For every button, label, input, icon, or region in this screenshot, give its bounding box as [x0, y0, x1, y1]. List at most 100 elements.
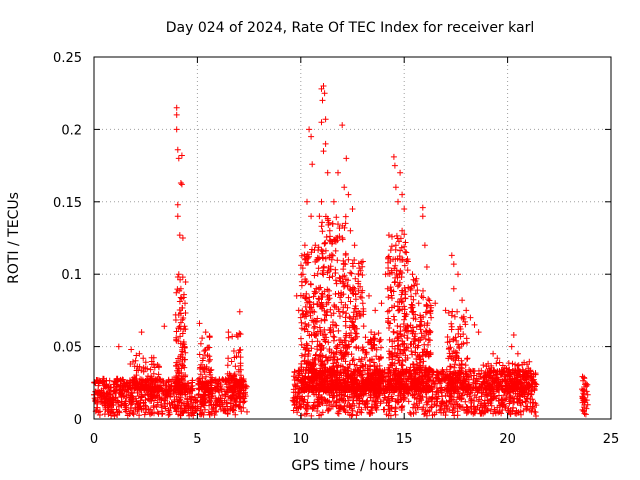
- data-point: [359, 362, 365, 369]
- data-point: [494, 355, 501, 362]
- data-point: [200, 383, 207, 390]
- data-point: [224, 387, 231, 393]
- data-point: [395, 198, 401, 205]
- data-point: [355, 271, 362, 278]
- data-point: [299, 271, 306, 278]
- data-point: [407, 322, 414, 329]
- data-point: [413, 371, 419, 378]
- data-point: [471, 392, 478, 399]
- data-point: [313, 351, 320, 358]
- data-point: [512, 410, 519, 417]
- data-point: [467, 314, 474, 321]
- data-point: [295, 307, 302, 314]
- data-point: [371, 331, 378, 338]
- data-point: [330, 333, 337, 340]
- data-point: [192, 407, 199, 414]
- data-point: [459, 297, 466, 304]
- data-point: [349, 400, 356, 407]
- data-point: [515, 362, 522, 369]
- x-tick-label: 0: [90, 432, 98, 447]
- data-point: [392, 398, 399, 405]
- data-point: [444, 334, 451, 340]
- data-point: [486, 374, 493, 381]
- data-point: [322, 140, 329, 147]
- data-point: [338, 289, 345, 296]
- data-point: [495, 409, 502, 416]
- data-point: [310, 325, 317, 331]
- data-point: [357, 386, 364, 393]
- data-point: [219, 403, 226, 410]
- data-point: [181, 343, 188, 350]
- data-point: [334, 342, 341, 349]
- data-point: [382, 271, 389, 278]
- data-point: [173, 383, 180, 390]
- data-point: [302, 320, 309, 327]
- data-point: [207, 371, 214, 378]
- data-point: [318, 299, 325, 306]
- data-point: [181, 387, 188, 393]
- data-point: [341, 337, 348, 344]
- data-point: [451, 401, 458, 408]
- data-point: [333, 214, 340, 221]
- data-point: [175, 271, 182, 278]
- data-point: [392, 184, 399, 191]
- data-point: [474, 378, 481, 385]
- data-point: [455, 373, 462, 380]
- data-point: [391, 265, 398, 272]
- data-point: [341, 184, 348, 191]
- data-point: [319, 254, 326, 261]
- data-point: [333, 349, 340, 356]
- data-point: [386, 336, 393, 343]
- data-point: [514, 374, 521, 381]
- data-point: [154, 362, 161, 368]
- data-point: [323, 371, 330, 378]
- data-point: [393, 232, 400, 239]
- data-point: [450, 404, 457, 411]
- data-point: [236, 347, 243, 354]
- data-point: [467, 396, 474, 402]
- data-point: [497, 371, 504, 378]
- data-point: [366, 370, 373, 377]
- data-point: [412, 311, 419, 318]
- data-point: [405, 345, 411, 351]
- data-point: [119, 376, 126, 383]
- data-point: [142, 359, 149, 366]
- data-point: [311, 272, 318, 279]
- data-point: [340, 266, 347, 273]
- data-point: [336, 274, 343, 281]
- data-point: [206, 411, 213, 418]
- data-point: [350, 263, 356, 270]
- data-point: [402, 368, 409, 375]
- data-point: [309, 363, 316, 370]
- data-point: [411, 282, 417, 289]
- data-point: [198, 410, 205, 417]
- data-point: [216, 376, 223, 383]
- data-point: [293, 383, 300, 390]
- data-point: [339, 234, 346, 241]
- data-point: [330, 398, 337, 405]
- data-point: [322, 397, 329, 404]
- data-point: [123, 408, 129, 415]
- data-point: [242, 393, 249, 400]
- data-point: [125, 386, 132, 393]
- data-point: [235, 366, 242, 373]
- data-point: [162, 397, 169, 404]
- data-point: [238, 378, 245, 385]
- data-point: [325, 406, 332, 413]
- data-point: [463, 307, 470, 314]
- data-point: [238, 394, 244, 401]
- data-point: [414, 344, 421, 351]
- data-point: [348, 338, 355, 345]
- data-point: [399, 362, 406, 369]
- data-point: [237, 391, 244, 398]
- data-point: [225, 375, 232, 382]
- data-point: [386, 397, 393, 404]
- data-point: [199, 357, 206, 364]
- data-point: [327, 233, 333, 240]
- data-point: [111, 413, 118, 419]
- data-point: [237, 354, 244, 361]
- data-point: [457, 323, 463, 330]
- data-point: [388, 380, 395, 387]
- data-point: [401, 262, 408, 269]
- data-point: [298, 325, 305, 332]
